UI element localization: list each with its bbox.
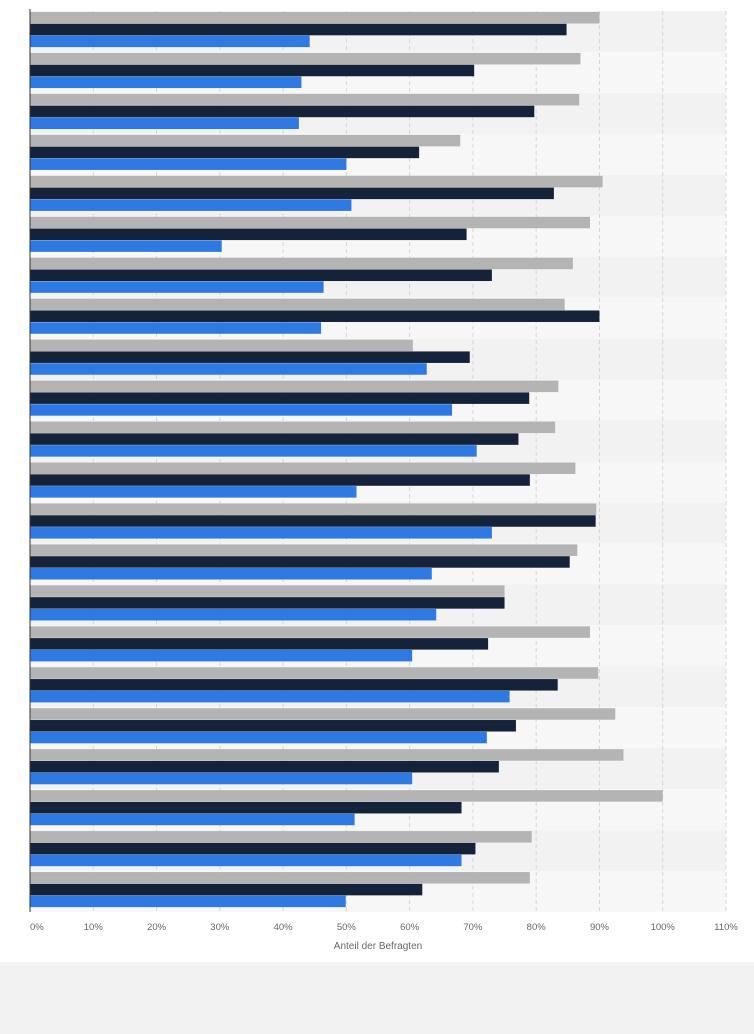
bar — [30, 240, 222, 252]
bar — [30, 731, 487, 744]
bar — [30, 626, 590, 638]
x-axis-title: Anteil der Befragten — [334, 941, 422, 952]
bar — [30, 503, 597, 515]
bar — [30, 35, 310, 48]
bar — [30, 585, 505, 597]
bar — [30, 322, 322, 334]
bar — [30, 872, 530, 884]
x-tick-label: 100% — [651, 922, 676, 933]
bar — [30, 363, 427, 375]
bar — [30, 257, 573, 270]
bar — [30, 667, 599, 679]
bar — [30, 146, 420, 159]
bar — [30, 649, 413, 662]
bar — [30, 339, 413, 352]
x-tick-label: 70% — [463, 922, 483, 933]
bar — [30, 433, 519, 445]
bar — [30, 474, 530, 486]
bar — [30, 52, 581, 65]
bar — [30, 708, 616, 720]
bar — [30, 597, 505, 609]
bar — [30, 216, 590, 229]
x-tick-label: 20% — [147, 922, 167, 933]
x-tick-label: 30% — [210, 922, 230, 933]
bar — [30, 895, 346, 908]
bar — [30, 515, 596, 527]
bar — [30, 842, 476, 855]
bar — [30, 199, 352, 211]
bar — [30, 269, 492, 282]
bar — [30, 831, 532, 843]
bar — [30, 187, 554, 200]
bar — [30, 883, 423, 896]
bar — [30, 421, 556, 434]
bar — [30, 608, 437, 621]
bar — [30, 527, 492, 539]
bar — [30, 392, 530, 404]
x-tick-label: 110% — [714, 922, 738, 933]
bar — [30, 760, 499, 773]
bar — [30, 462, 576, 474]
bar — [30, 310, 600, 322]
bar — [30, 679, 558, 691]
bar — [30, 64, 475, 77]
x-tick-label: 50% — [337, 922, 357, 933]
bar — [30, 298, 565, 311]
bar — [30, 351, 470, 363]
bar — [30, 23, 567, 36]
bar — [30, 749, 624, 761]
x-tick-label: 80% — [527, 922, 547, 933]
bar — [30, 556, 570, 568]
x-tick-label: 60% — [400, 922, 420, 933]
bar — [30, 813, 355, 826]
bar — [30, 380, 559, 393]
bar — [30, 404, 453, 416]
bar — [30, 117, 299, 130]
bar — [30, 12, 600, 24]
bar — [30, 790, 663, 802]
bar — [30, 76, 302, 89]
bar — [30, 228, 467, 241]
bar — [30, 105, 535, 118]
x-tick-label: 40% — [274, 922, 294, 933]
bar — [30, 175, 603, 188]
bar — [30, 93, 580, 106]
x-tick-label: 0% — [30, 922, 44, 933]
bar — [30, 158, 347, 170]
bar — [30, 486, 357, 498]
bar — [30, 568, 432, 580]
bar — [30, 134, 461, 147]
x-tick-label: 10% — [84, 922, 104, 933]
bar — [30, 544, 578, 556]
x-tick-label: 90% — [590, 922, 610, 933]
bar — [30, 281, 324, 293]
bar — [30, 854, 462, 867]
bar — [30, 690, 510, 703]
bar — [30, 638, 489, 650]
bar — [30, 445, 477, 457]
bar — [30, 772, 413, 785]
bar — [30, 720, 516, 732]
bar — [30, 801, 462, 814]
